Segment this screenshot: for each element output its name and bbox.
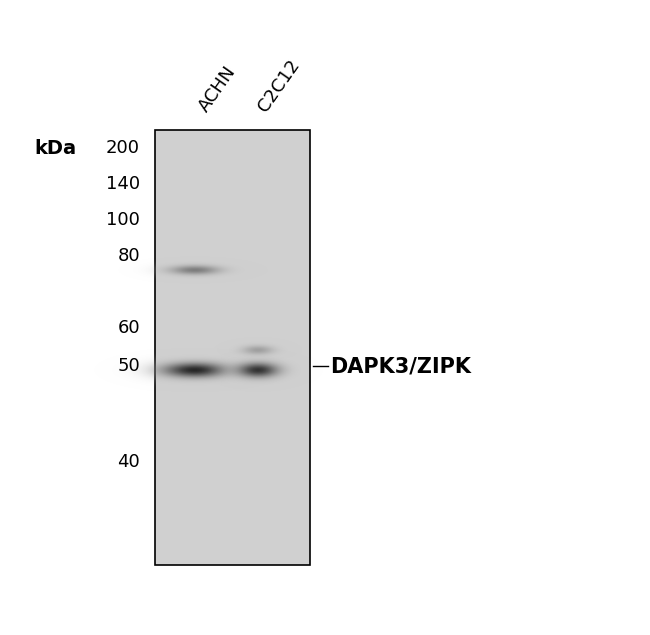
- Text: 80: 80: [118, 247, 140, 265]
- Text: ACHN: ACHN: [195, 62, 239, 115]
- Text: 140: 140: [106, 175, 140, 193]
- Text: 40: 40: [117, 453, 140, 471]
- Text: C2C12: C2C12: [255, 56, 304, 115]
- Text: 50: 50: [117, 357, 140, 375]
- Text: 200: 200: [106, 139, 140, 157]
- Text: kDa: kDa: [34, 138, 76, 157]
- Text: 100: 100: [106, 211, 140, 229]
- Text: DAPK3/ZIPK: DAPK3/ZIPK: [330, 356, 471, 376]
- Text: 60: 60: [118, 319, 140, 337]
- Bar: [155, 130, 310, 565]
